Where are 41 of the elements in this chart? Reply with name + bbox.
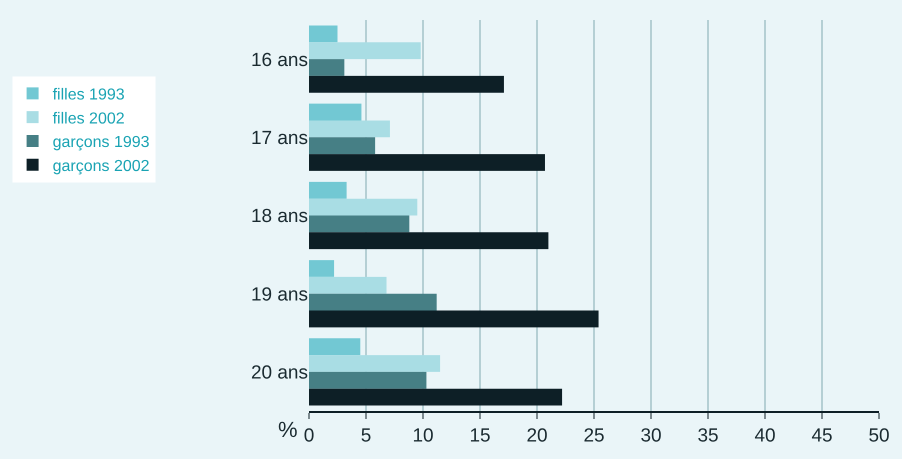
x-tick-label: 0 [304, 426, 314, 447]
x-tick-label: 35 [697, 426, 719, 447]
x-tick-label: 25 [583, 426, 605, 447]
bar [309, 310, 599, 328]
x-axis-title: % [278, 417, 298, 442]
legend-label: garçons 2002 [52, 158, 150, 176]
legend-label: filles 2002 [52, 110, 125, 128]
bar [309, 372, 426, 389]
x-tick-label: 30 [640, 426, 662, 447]
bar [309, 198, 418, 216]
bar [309, 42, 421, 60]
bar [309, 59, 344, 76]
y-tick-label: 18 ans [250, 206, 308, 228]
bar [309, 276, 387, 294]
x-tick-label: 5 [360, 426, 372, 447]
bar [309, 76, 504, 93]
bar [309, 154, 545, 171]
y-tick-label: 19 ans [250, 284, 308, 306]
x-tick-label: 40 [754, 426, 776, 447]
x-tick-label: 50 [868, 426, 890, 447]
y-tick-label: 16 ans [250, 50, 308, 71]
bar [309, 388, 562, 406]
bar [309, 120, 390, 138]
x-tick-label: 20 [526, 426, 548, 447]
bar [309, 25, 338, 42]
bar [309, 355, 440, 372]
bar [309, 260, 334, 277]
y-tick-label: 20 ans [250, 362, 308, 384]
x-tick-label: 45 [811, 426, 833, 447]
bar [309, 216, 410, 232]
y-tick-label: 17 ans [250, 128, 308, 149]
legend-label: garçons 1993 [52, 134, 150, 152]
bar [309, 338, 360, 356]
x-tick-label: 10 [412, 426, 434, 447]
bar [309, 232, 548, 250]
bar [309, 137, 376, 154]
bar [309, 104, 362, 120]
bar [309, 294, 437, 311]
legend-label: filles 1993 [52, 86, 125, 104]
x-tick-label: 15 [469, 426, 491, 447]
bar [309, 182, 347, 199]
